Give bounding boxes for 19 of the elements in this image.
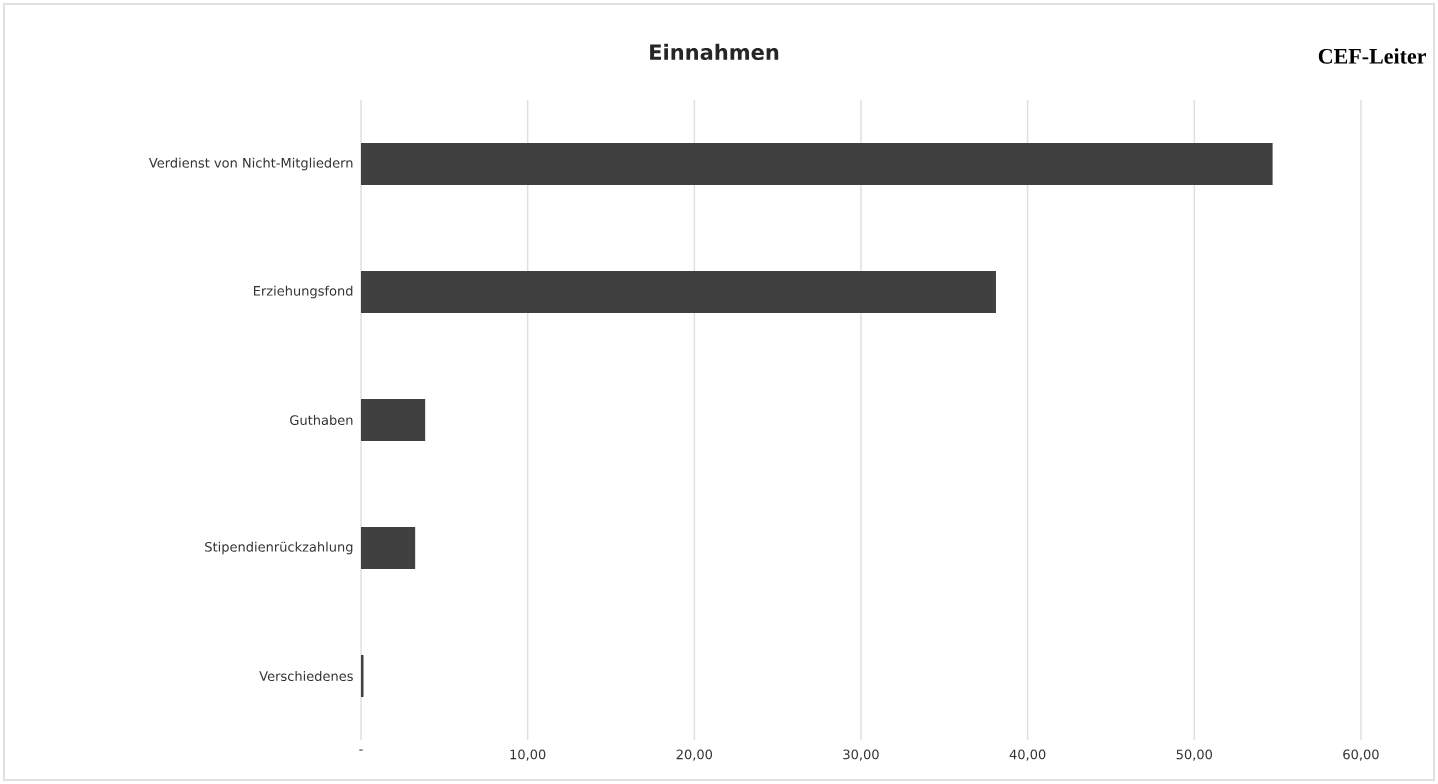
bar <box>361 654 364 697</box>
y-tick-label: Erziehungsfond <box>253 285 353 299</box>
y-tick-label: Verdienst von Nicht-Mitgliedern <box>148 157 353 171</box>
y-tick-label: Verschiedenes <box>259 670 353 682</box>
y-tick-label: Guthaben <box>290 414 353 426</box>
x-tick-label: 20,00 <box>676 749 713 761</box>
x-tick-label: 10,00 <box>510 749 546 761</box>
y-tick-label: Stipendienrückzahlung <box>205 541 353 555</box>
x-tick-label: - <box>359 749 363 751</box>
chart-title: Einnahmen <box>650 43 779 61</box>
x-tick-label: 40,00 <box>1009 749 1046 761</box>
bar <box>361 271 996 313</box>
x-tick-label: 30,00 <box>843 749 879 761</box>
x-tick-label: 50,00 <box>1176 749 1213 761</box>
bar <box>361 143 1273 185</box>
x-tick-label: 60,00 <box>1343 749 1379 761</box>
text: CEF-Leiter <box>1318 48 1427 64</box>
bar <box>361 526 416 569</box>
bar <box>361 398 426 441</box>
